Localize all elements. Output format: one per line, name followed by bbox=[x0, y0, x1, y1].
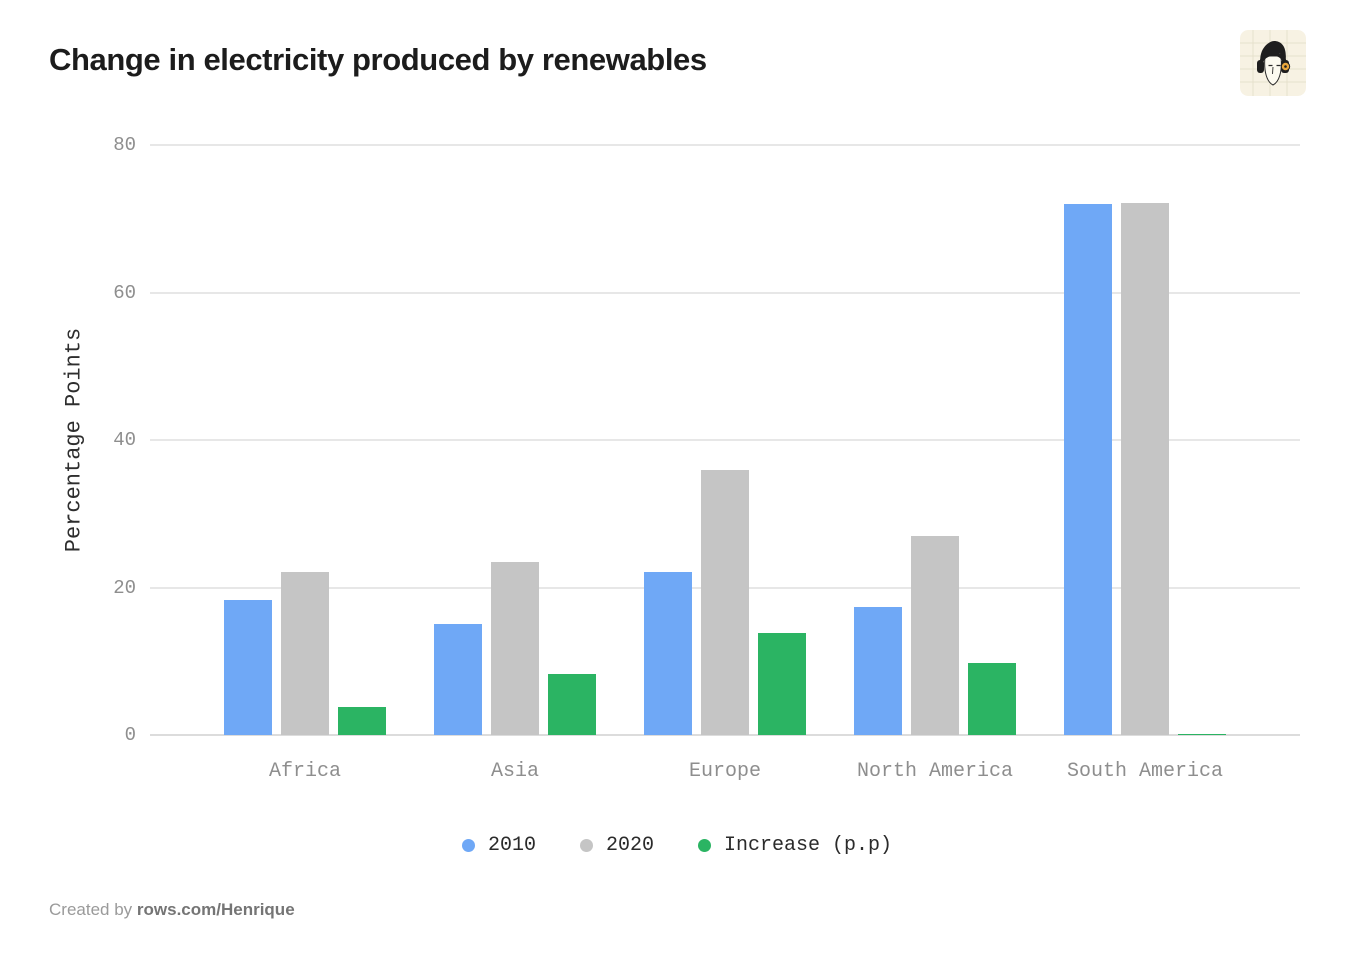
gridline-0 bbox=[150, 734, 1300, 736]
avatar-face-icon bbox=[1240, 30, 1306, 96]
x-tick-label-africa: Africa bbox=[268, 760, 342, 783]
bar-europe-2020 bbox=[701, 470, 749, 735]
x-tick-label-europe: Europe bbox=[688, 760, 762, 783]
y-tick-label-20: 20 bbox=[113, 576, 136, 599]
bar-north-america-2010 bbox=[854, 607, 902, 735]
chart-legend: 2010 2020 Increase (p.p) bbox=[0, 834, 1354, 857]
x-tick-label-north-america: North America bbox=[856, 760, 1014, 783]
bar-africa-increase--p-p- bbox=[338, 706, 386, 735]
bar-asia-increase--p-p- bbox=[548, 673, 596, 735]
bar-africa-2020 bbox=[281, 572, 329, 735]
bar-europe-increase--p-p- bbox=[758, 633, 806, 735]
legend-item-2020[interactable]: 2020 bbox=[579, 834, 654, 857]
gridline-60 bbox=[150, 291, 1300, 294]
legend-label: 2020 bbox=[605, 834, 654, 857]
legend-dot-icon bbox=[461, 839, 475, 852]
legend-dot-icon bbox=[579, 839, 593, 852]
legend-item-2010[interactable]: 2010 bbox=[461, 834, 536, 857]
page-title: Change in electricity produced by renewa… bbox=[49, 42, 707, 77]
legend-label: Increase (p.p) bbox=[724, 834, 893, 857]
y-tick-label-0: 0 bbox=[124, 724, 136, 746]
y-tick-label-60: 60 bbox=[113, 281, 136, 304]
bar-europe-2010 bbox=[644, 572, 692, 735]
bar-north-america-increase--p-p- bbox=[968, 663, 1016, 735]
y-tick-label-80: 80 bbox=[113, 134, 136, 156]
y-tick-label-40: 40 bbox=[113, 429, 136, 451]
legend-item-increase--p-p-[interactable]: Increase (p.p) bbox=[698, 834, 892, 857]
bar-south-america-2010 bbox=[1064, 204, 1112, 735]
rows-avatar-logo[interactable] bbox=[1240, 30, 1306, 96]
x-tick-label-south-america: South America bbox=[1066, 760, 1224, 783]
gridline-80 bbox=[150, 144, 1300, 146]
legend-dot-icon bbox=[698, 839, 711, 852]
gridline-40 bbox=[150, 439, 1300, 441]
attribution: Created by rows.com/Henrique bbox=[49, 900, 295, 920]
bar-south-america-increase--p-p- bbox=[1178, 733, 1226, 735]
bar-north-america-2020 bbox=[911, 535, 959, 735]
bar-asia-2010 bbox=[434, 623, 482, 735]
bar-south-america-2020 bbox=[1121, 203, 1169, 735]
bar-africa-2010 bbox=[224, 600, 272, 735]
created-by-text: Created by bbox=[49, 900, 137, 919]
bar-asia-2020 bbox=[491, 562, 539, 735]
legend-label: 2010 bbox=[487, 834, 536, 857]
x-tick-label-asia: Asia bbox=[490, 760, 540, 783]
author-link[interactable]: rows.com/Henrique bbox=[136, 900, 295, 919]
plot-area bbox=[150, 144, 1300, 736]
